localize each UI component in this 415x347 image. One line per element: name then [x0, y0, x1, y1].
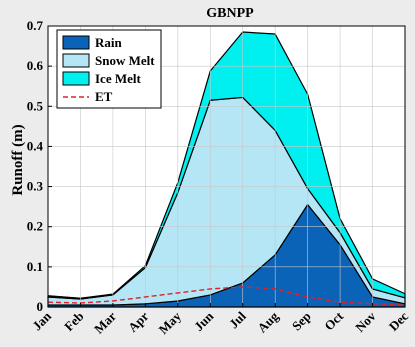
chart-title: GBNPP [206, 6, 254, 21]
x-tick-label: Dec [386, 308, 412, 334]
x-tick-label: Jan [29, 308, 54, 333]
y-tick-label: 0.6 [27, 58, 44, 73]
y-tick-label: 0.1 [27, 259, 43, 274]
y-tick-label: 0.2 [27, 219, 43, 234]
y-tick-label: 0.7 [27, 18, 44, 33]
x-tick-label: Nov [352, 308, 379, 335]
x-tick-label: Jul [226, 308, 249, 331]
legend-label-snow-melt: Snow Melt [95, 53, 155, 68]
legend-swatch-ice-melt [62, 71, 90, 86]
x-tick-label: Mar [91, 308, 119, 336]
series-line-et [47, 286, 406, 306]
y-tick-label: 0.3 [27, 179, 44, 194]
x-tick-label: Jun [191, 308, 217, 334]
y-axis-title: Runoff (m) [10, 124, 26, 195]
y-tick-label: 0.4 [27, 138, 44, 153]
x-tick-label: Sep [289, 309, 314, 334]
y-tick-label: 0.5 [27, 98, 44, 113]
x-tick-label: Feb [61, 309, 86, 334]
legend: Rain Snow Melt Ice Melt ET [56, 29, 162, 109]
legend-label-rain: Rain [95, 35, 123, 50]
x-tick-label: Aug [254, 308, 281, 335]
legend-label-et: ET [95, 89, 113, 104]
plot-frame [47, 25, 406, 308]
x-tick-label: Apr [125, 308, 152, 335]
legend-swatch-rain [62, 35, 90, 50]
legend-label-ice-melt: Ice Melt [95, 71, 142, 86]
x-tick-label: May [155, 308, 184, 337]
legend-swatch-snow-melt [62, 53, 90, 68]
y-tick-label: 0 [37, 299, 44, 314]
x-tick-label: Oct [321, 308, 346, 333]
